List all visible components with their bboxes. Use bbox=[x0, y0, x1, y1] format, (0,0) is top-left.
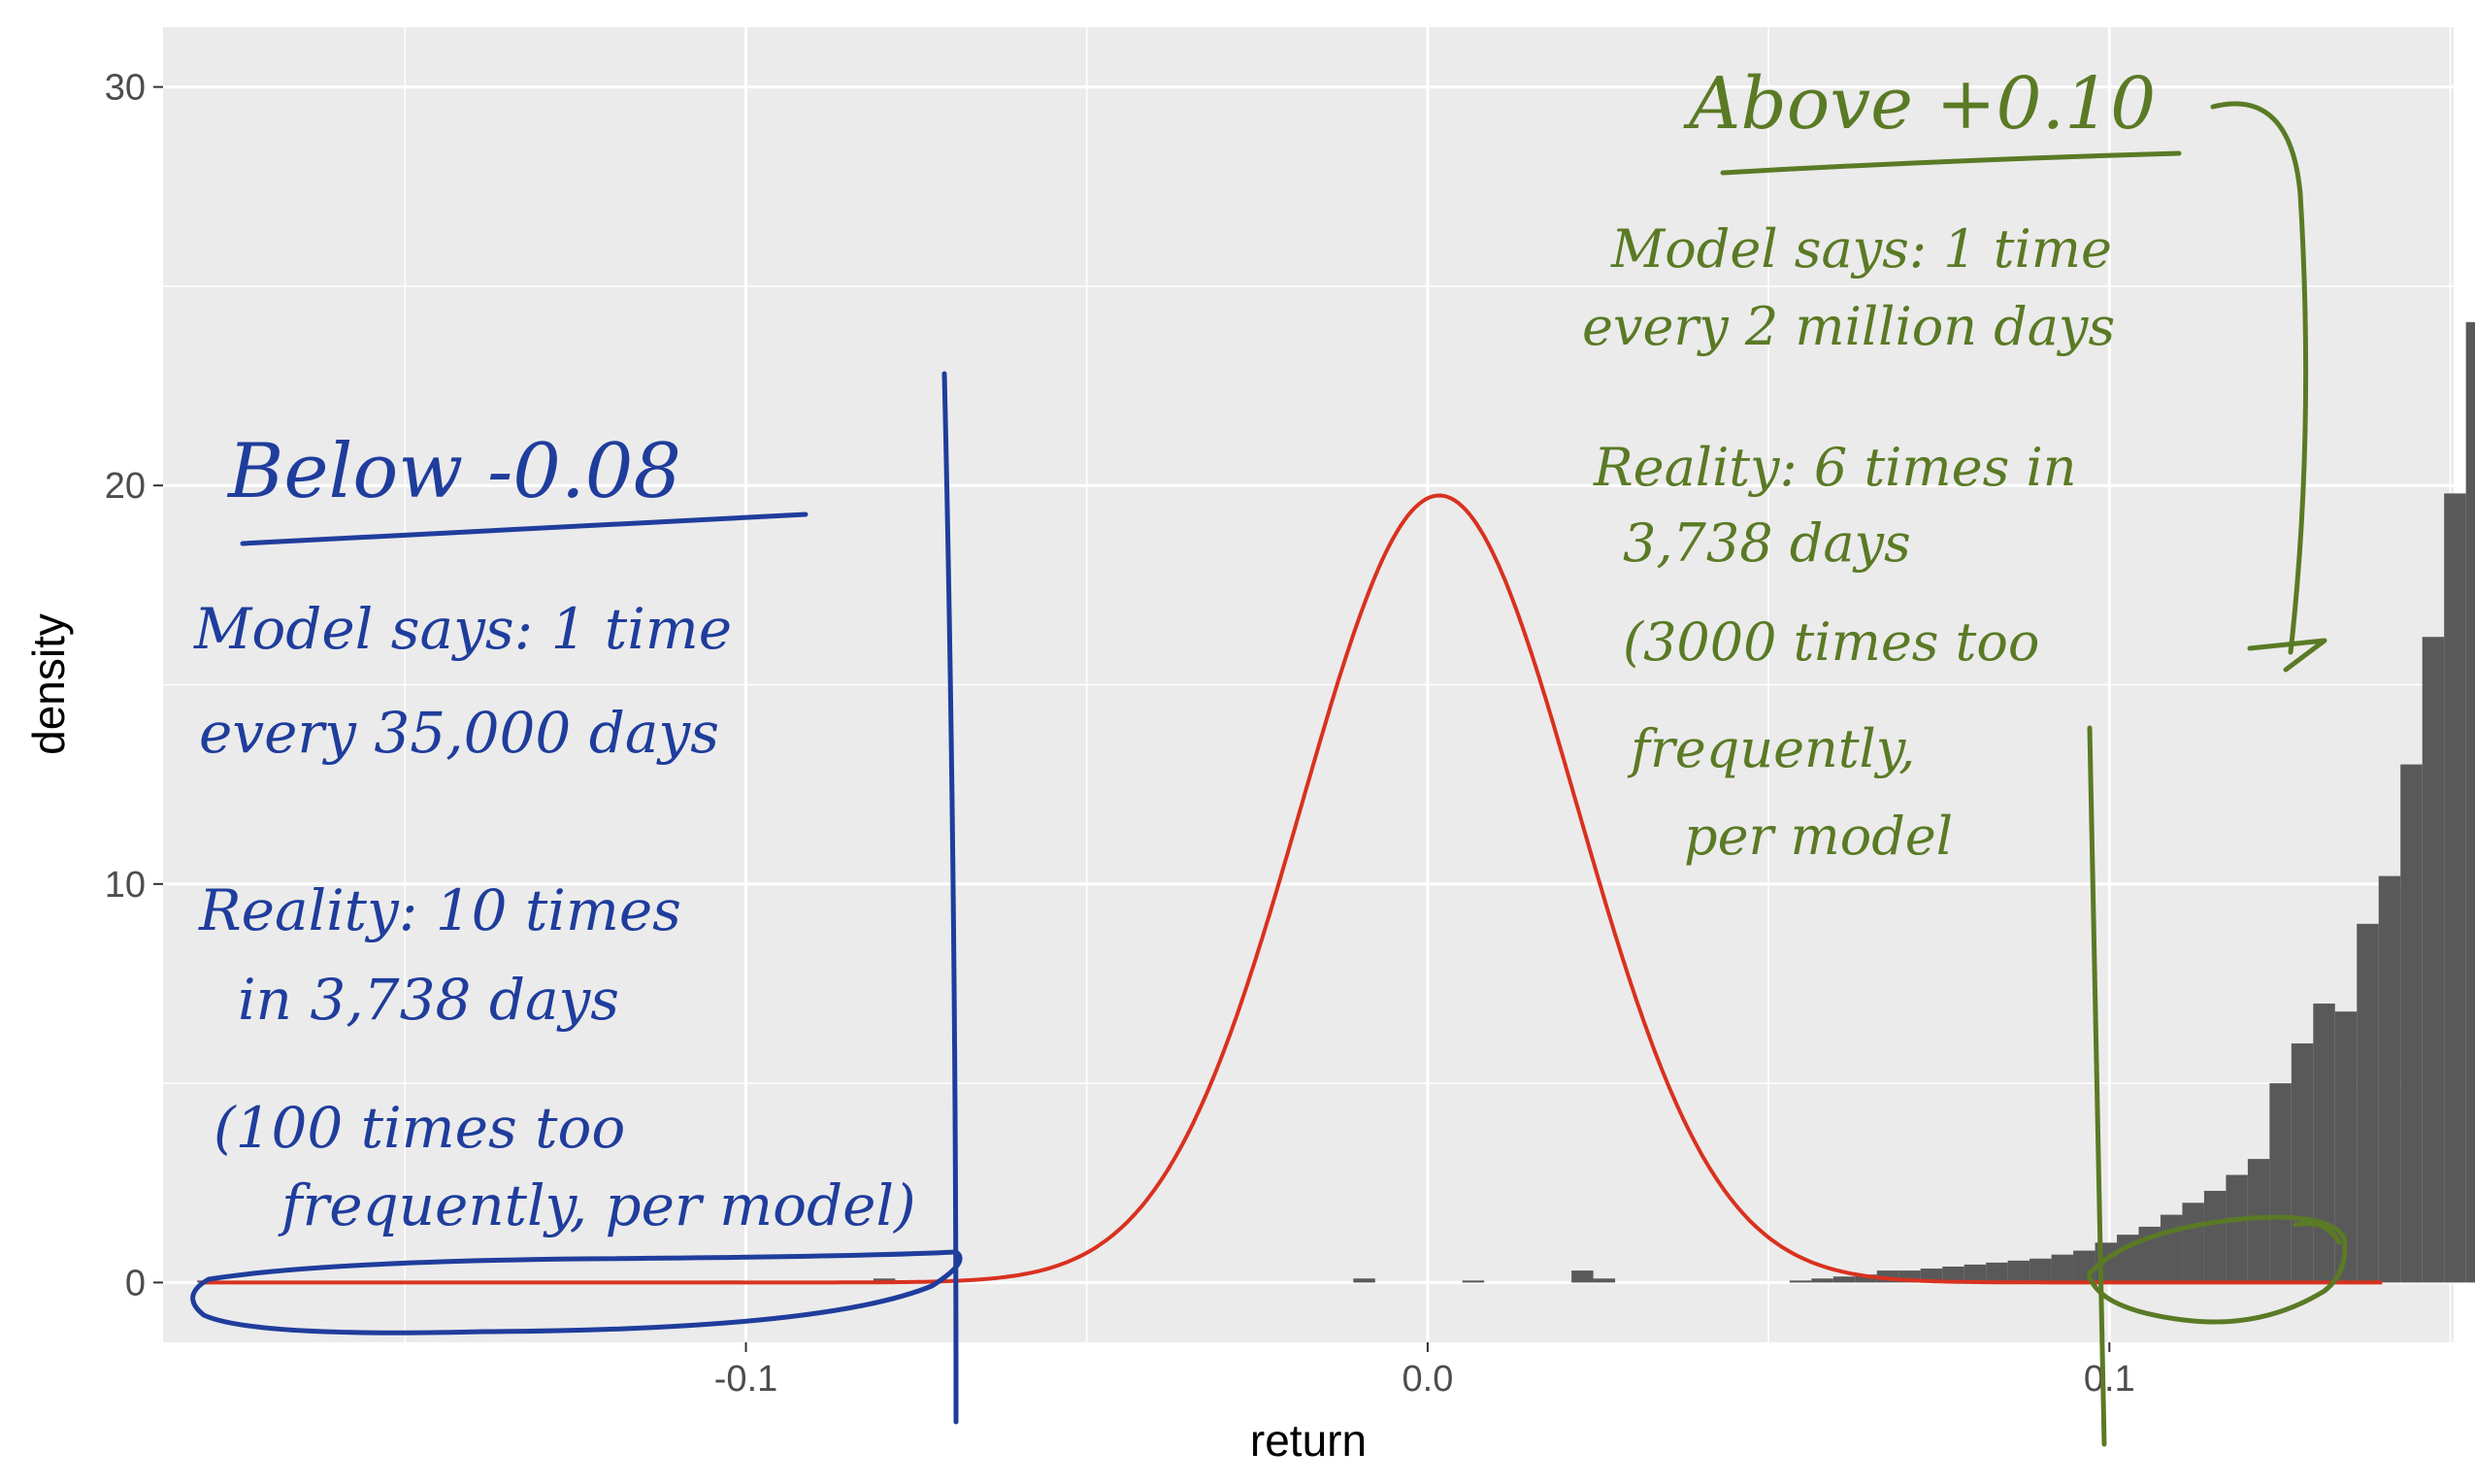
annotation-right-heading: Above +0.10 bbox=[1683, 62, 2156, 146]
histogram-bar bbox=[1571, 1270, 1594, 1283]
histogram-bar bbox=[2160, 1214, 2183, 1283]
histogram-bar bbox=[2007, 1260, 2030, 1283]
annotation-right-line: (3000 times too bbox=[1623, 611, 2039, 673]
annotation-right-tail: Above +0.10 Model says: 1 time every 2 m… bbox=[1582, 62, 2348, 1447]
histogram-bar bbox=[2226, 1174, 2248, 1283]
annotation-left-line: Model says: 1 time bbox=[193, 596, 732, 662]
annotation-left-divider bbox=[941, 371, 959, 1425]
histogram-bar bbox=[1920, 1269, 1943, 1283]
annotation-left-underline bbox=[240, 511, 808, 546]
grid-minor bbox=[163, 27, 2454, 1342]
annotation-left-heading: Below -0.08 bbox=[226, 428, 681, 515]
annotation-right-arrowhead bbox=[2247, 638, 2327, 673]
histogram-bar bbox=[1353, 1278, 1375, 1283]
histogram-bar bbox=[1832, 1276, 1856, 1283]
annotation-right-underline bbox=[1720, 150, 2182, 176]
annotation-left-line: Reality: 10 times bbox=[198, 877, 681, 943]
histogram-bar bbox=[2334, 1011, 2358, 1283]
histogram-bar bbox=[2051, 1254, 2074, 1283]
normal-density-curve bbox=[200, 493, 2383, 1285]
histogram-bar bbox=[2313, 1003, 2335, 1283]
histogram-bar bbox=[2291, 1043, 2314, 1283]
annotation-right-tail-loop bbox=[2087, 1214, 2348, 1325]
annotation-right-tail-loop-tick bbox=[2293, 1221, 2342, 1245]
y-axis: 0 10 20 30 bbox=[105, 68, 163, 1303]
histogram-bar bbox=[2247, 1159, 2270, 1283]
x-axis-title: return bbox=[1250, 1415, 1367, 1466]
histogram-bar bbox=[2357, 923, 2379, 1283]
annotation-left-line: in 3,738 days bbox=[238, 967, 619, 1033]
y-tick-label: 20 bbox=[105, 466, 146, 507]
annotation-right-line: every 2 million days bbox=[1582, 296, 2115, 357]
histogram-bar bbox=[2465, 321, 2475, 1283]
histogram-bar bbox=[1986, 1262, 2008, 1283]
x-tick-label: -0.1 bbox=[714, 1359, 777, 1400]
histogram-bar bbox=[1942, 1266, 1964, 1283]
annotation-right-divider bbox=[2087, 725, 2107, 1447]
histogram-bar bbox=[1811, 1278, 1833, 1283]
histogram-bar bbox=[1593, 1278, 1616, 1283]
histogram-bar bbox=[2422, 637, 2445, 1283]
annotation-right-arrow bbox=[2210, 101, 2309, 655]
histogram-bar bbox=[2269, 1083, 2292, 1283]
histogram-bar bbox=[2400, 764, 2423, 1283]
x-tick-label: 0.1 bbox=[2084, 1359, 2135, 1400]
histogram-bar bbox=[2182, 1203, 2204, 1283]
annotation-left-line: frequently, per model) bbox=[278, 1172, 916, 1238]
histogram-bar bbox=[2030, 1258, 2052, 1283]
x-tick-label: 0.0 bbox=[1402, 1359, 1454, 1400]
histogram-bar bbox=[2378, 875, 2401, 1283]
annotation-left-line: every 35,000 days bbox=[199, 700, 719, 766]
histogram-bar bbox=[2203, 1190, 2227, 1283]
y-axis-title: density bbox=[23, 613, 74, 755]
annotation-left-tail: Below -0.08 Model says: 1 time every 35,… bbox=[190, 371, 963, 1425]
annotation-right-line: 3,738 days bbox=[1623, 512, 1911, 574]
histogram-bar bbox=[1462, 1280, 1485, 1283]
y-tick-label: 10 bbox=[105, 865, 146, 906]
histogram-bar bbox=[1964, 1264, 1987, 1283]
annotation-left-line: (100 times too bbox=[214, 1095, 625, 1161]
histogram-bar bbox=[1855, 1274, 1877, 1283]
histogram-bar bbox=[1789, 1280, 1812, 1283]
annotation-right-line: Reality: 6 times in bbox=[1593, 437, 2077, 498]
annotation-left-tail-loop bbox=[190, 1249, 963, 1336]
annotation-right-line: frequently, bbox=[1627, 718, 1915, 779]
x-axis: -0.1 0.0 0.1 bbox=[714, 1342, 2135, 1400]
histogram-bar bbox=[2444, 493, 2466, 1283]
histogram-bars bbox=[197, 321, 2475, 1283]
annotation-right-line: Model says: 1 time bbox=[1610, 218, 2112, 280]
y-tick-label: 30 bbox=[105, 68, 146, 109]
y-tick-label: 0 bbox=[125, 1263, 146, 1303]
annotation-right-line: per model bbox=[1684, 806, 1953, 867]
